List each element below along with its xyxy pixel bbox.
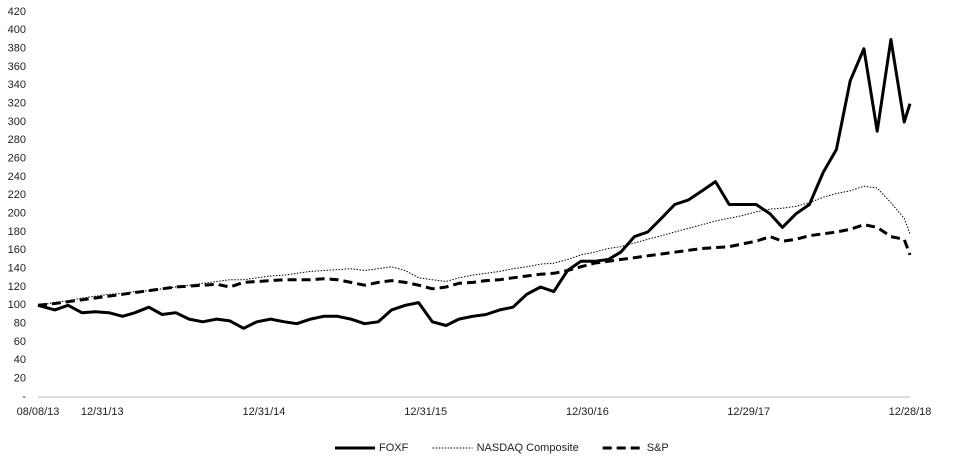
x-tick-label: 12/31/14 xyxy=(243,406,286,418)
legend-label: S&P xyxy=(647,442,669,454)
y-tick-label: 260 xyxy=(8,153,26,165)
legend-label: FOXF xyxy=(379,442,409,454)
y-tick-label: 80 xyxy=(14,318,26,330)
series-line xyxy=(37,223,912,307)
x-tick-label: 12/31/13 xyxy=(81,406,124,418)
series-line xyxy=(37,185,911,306)
y-tick-label: 380 xyxy=(8,43,26,55)
series-line xyxy=(37,38,912,330)
y-tick-label: 420 xyxy=(8,6,26,18)
x-tick-label: 12/30/16 xyxy=(566,406,609,418)
x-tick-label: 12/28/18 xyxy=(889,406,932,418)
y-tick-label: 240 xyxy=(8,171,26,183)
y-tick-label: 20 xyxy=(14,373,26,385)
y-tick-label: 200 xyxy=(8,208,26,220)
y-tick-label: 360 xyxy=(8,61,26,73)
y-tick-label: 340 xyxy=(8,79,26,91)
y-tick-label: 320 xyxy=(8,98,26,110)
y-tick-label: 40 xyxy=(14,354,26,366)
y-tick-label: 300 xyxy=(8,116,26,128)
y-tick-label: 100 xyxy=(8,299,26,311)
y-tick-label: 220 xyxy=(8,189,26,201)
y-tick-label: 400 xyxy=(8,24,26,36)
legend-label: NASDAQ Composite xyxy=(477,442,579,454)
y-tick-label: 180 xyxy=(8,226,26,238)
y-tick-label: 120 xyxy=(8,281,26,293)
y-tick-label: 60 xyxy=(14,336,26,348)
x-tick-label: 12/29/17 xyxy=(727,406,770,418)
y-tick-label: - xyxy=(22,391,26,403)
y-tick-label: 280 xyxy=(8,134,26,146)
y-tick-label: 160 xyxy=(8,244,26,256)
x-tick-label: 12/31/15 xyxy=(404,406,447,418)
y-tick-label: 140 xyxy=(8,263,26,275)
x-tick-label: 08/08/13 xyxy=(17,406,60,418)
